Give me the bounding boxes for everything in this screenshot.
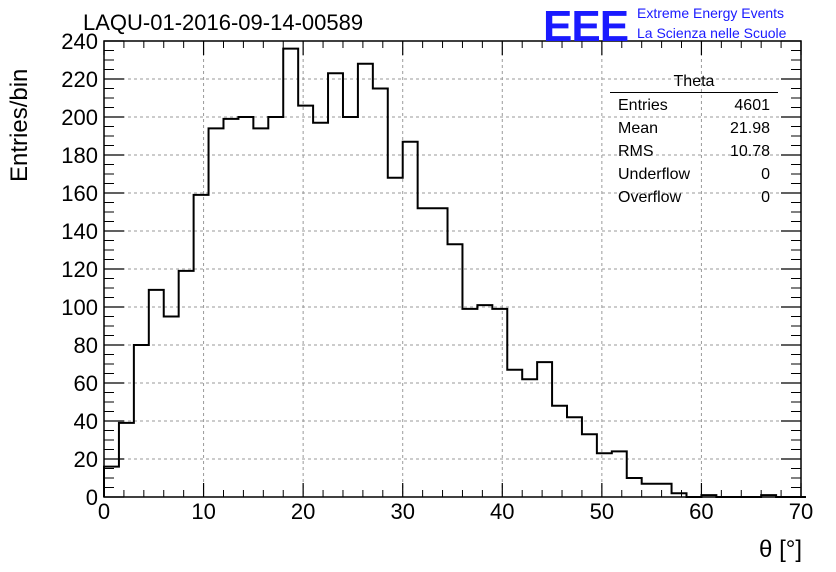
stats-title: Theta [610, 73, 778, 93]
x-tick-label: 70 [789, 499, 813, 524]
x-axis-label: θ [°] [759, 536, 802, 563]
x-tick-label: 40 [490, 499, 514, 524]
tick-labels: 0 10 20 30 40 50 60 70 0 20 40 60 80 100 120 140 160 180 2… [61, 29, 813, 524]
stats-value: 10.78 [729, 143, 770, 160]
chart-title: LAQU-01-2016-09-14-00589 [83, 10, 364, 35]
stats-row: Underflow 0 [610, 163, 778, 186]
x-tick-label: 50 [590, 499, 614, 524]
y-tick-label: 220 [61, 67, 98, 92]
y-tick-label: 100 [61, 295, 98, 320]
stats-label: Overflow [618, 189, 682, 206]
y-axis-label: Entries/bin [6, 68, 33, 182]
x-tick-label: 0 [98, 499, 110, 524]
x-tick-label: 60 [689, 499, 713, 524]
stats-row: Mean 21.98 [610, 117, 778, 140]
logo-line-2: La Scienza nelle Scuole [637, 25, 787, 41]
x-tick-label: 10 [191, 499, 215, 524]
y-tick-label: 40 [74, 409, 98, 434]
y-tick-label: 140 [61, 219, 98, 244]
eee-logo: EEE [543, 2, 629, 51]
stats-label: Mean [618, 120, 659, 137]
stats-value: 4601 [734, 97, 770, 114]
y-tick-label: 120 [61, 257, 98, 282]
stats-row: RMS 10.78 [610, 140, 778, 163]
x-tick-label: 20 [291, 499, 315, 524]
histogram-line [103, 47, 806, 498]
stats-label: Underflow [618, 166, 691, 183]
plot-frame [103, 40, 802, 498]
y-tick-label: 0 [86, 485, 98, 510]
y-tick-label: 160 [61, 181, 98, 206]
logo-line-1: Extreme Energy Events [637, 5, 785, 21]
stats-label: RMS [618, 143, 654, 160]
x-tick-label: 30 [390, 499, 414, 524]
stats-value: 0 [761, 166, 770, 183]
y-tick-label: 200 [61, 105, 98, 130]
y-tick-label: 60 [74, 371, 98, 396]
stats-label: Entries [618, 97, 668, 114]
y-tick-label: 20 [74, 447, 98, 472]
stats-box: Theta Entries 4601 Mean 21.98 RMS 10.78 Und… [610, 73, 778, 209]
stats-value: 0 [761, 189, 770, 206]
y-tick-label: 80 [74, 333, 98, 358]
y-tick-label: 180 [61, 143, 98, 168]
y-tick-label: 240 [61, 29, 98, 54]
stats-value: 21.98 [729, 120, 770, 137]
stats-row: Entries 4601 [610, 94, 778, 117]
logo-caption: Extreme Energy Events La Scienza nelle S… [637, 3, 786, 43]
grid-lines [104, 41, 801, 497]
stats-row: Overflow 0 [610, 186, 778, 209]
